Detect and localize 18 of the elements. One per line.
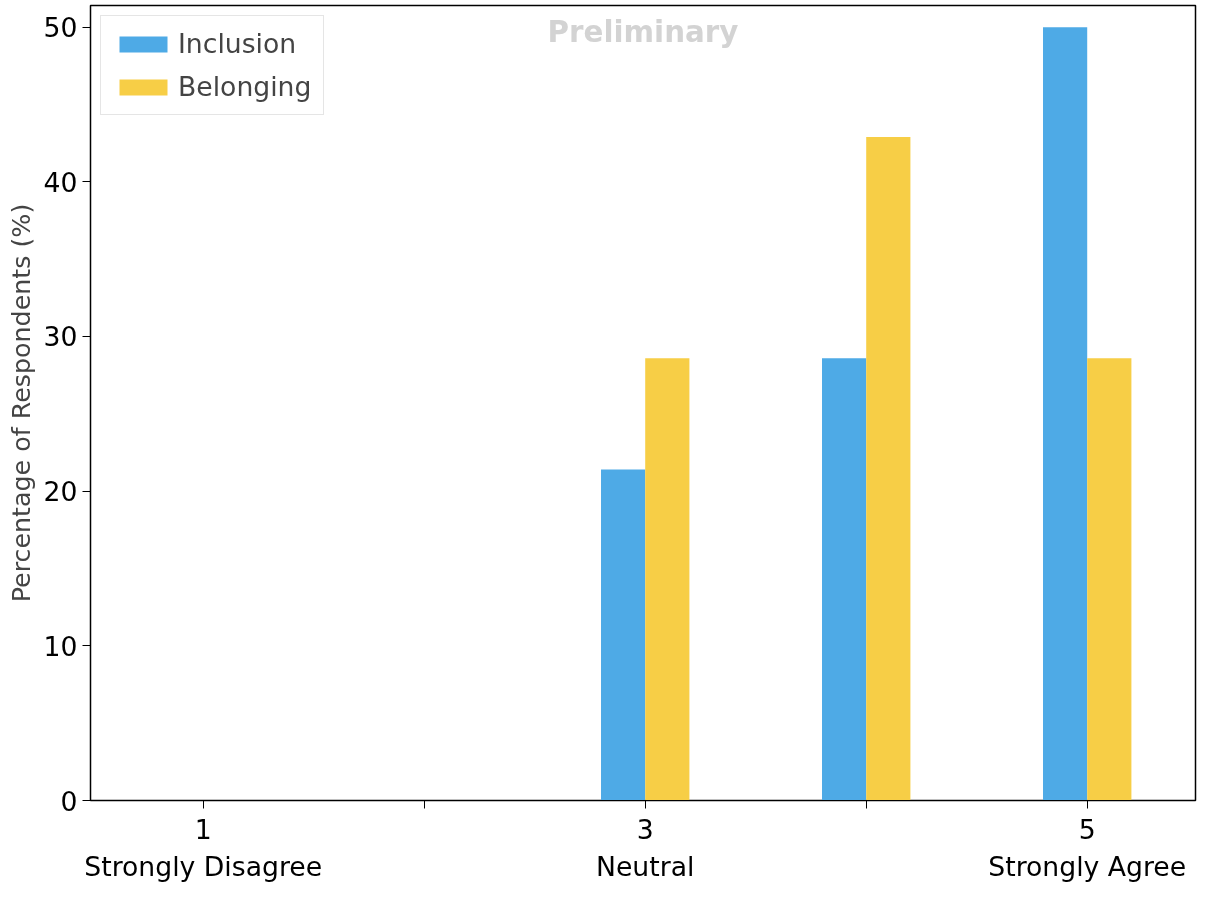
y-tick-label: 40 [43, 166, 78, 198]
bar [601, 469, 646, 801]
x-tick-label: 5 Strongly Agree [988, 813, 1187, 882]
x-tick-label: 1 Strongly Disagree [84, 813, 323, 882]
bar [1087, 358, 1132, 801]
x-tick-label: 3 Neutral [596, 813, 695, 882]
bar [1043, 27, 1088, 801]
y-tick-label: 20 [43, 476, 78, 508]
y-axis-title: Percentage of Respondents (%) [5, 203, 36, 603]
y-tick-label: 10 [43, 630, 78, 662]
bar [645, 358, 690, 801]
bar [822, 358, 867, 801]
y-tick-label: 0 [60, 785, 78, 817]
bar [866, 136, 911, 801]
legend-label: Belonging [178, 71, 312, 102]
y-tick-label: 50 [43, 12, 78, 44]
y-tick-label: 30 [43, 321, 78, 353]
legend-label: Inclusion [178, 28, 297, 59]
